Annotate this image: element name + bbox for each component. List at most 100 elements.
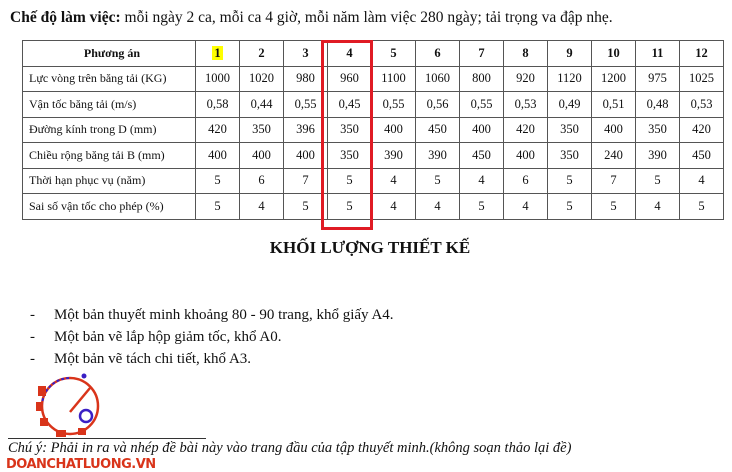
table-cell: 400 [503,142,548,169]
table-cell: 1025 [679,65,724,92]
table-cell: 0,56 [415,91,460,118]
footnote-divider [8,438,206,439]
table-cell: 350 [239,116,284,143]
table-row: Vận tốc băng tải (m/s) 0,58 0,44 0,55 0,45 0,… [22,91,724,118]
table-cell: 4 [679,167,724,194]
list-item-text: Một bản vẽ tách chi tiết, khổ A3. [54,351,252,367]
table-cell: 400 [591,116,636,143]
table-cell: 4 [503,193,548,220]
option-header-9: 9 [547,40,592,67]
table-cell: 420 [503,116,548,143]
option-number: 11 [651,45,664,60]
row-label: Sai số vận tốc cho phép (%) [22,193,196,220]
table-cell: 6 [503,167,548,194]
table-cell: 400 [459,116,504,143]
table-cell: 0,53 [503,91,548,118]
table-cell: 396 [283,116,328,143]
table-cell: 4 [371,167,416,194]
option-header-12: 12 [679,40,724,67]
row-label: Vận tốc băng tải (m/s) [22,91,196,118]
list-item-text: Một bản vẽ lắp hộp giảm tốc, khổ A0. [54,329,282,345]
gear-logo-icon [36,373,100,437]
table-cell: 1100 [371,65,416,92]
table-cell: 4 [239,193,284,220]
table-cell: 5 [327,193,372,220]
deliverables-list: - Một bản thuyết minh khoảng 80 - 90 tran… [30,307,394,373]
bullet: - [30,307,35,323]
bullet: - [30,329,35,345]
selected-option-highlight [321,40,373,230]
option-header-11: 11 [635,40,680,67]
table-cell: 7 [591,167,636,194]
table-cell: 0,49 [547,91,592,118]
table-cell: 1200 [591,65,636,92]
table-cell: 0,45 [327,91,372,118]
table-cell: 350 [635,116,680,143]
table-header-row: Phương án 1 2 3 4 5 6 7 8 9 10 11 12 [22,40,724,67]
table-cell: 0,58 [195,91,240,118]
table-cell: 960 [327,65,372,92]
table-cell: 1060 [415,65,460,92]
option-number: 3 [302,45,309,60]
table-cell: 420 [679,116,724,143]
table-cell: 240 [591,142,636,169]
table-cell: 390 [635,142,680,169]
section-title: KHỐI LƯỢNG THIẾT KẾ [269,238,471,257]
table-row: Đường kính trong D (mm) 420 350 396 350 400 45… [22,116,724,143]
table-cell: 975 [635,65,680,92]
working-mode-text: Chế độ làm việc: mỗi ngày 2 ca, mỗi ca 4… [10,9,613,27]
table-cell: 400 [371,116,416,143]
table-cell: 0,55 [371,91,416,118]
table-cell: 4 [635,193,680,220]
table-cell: 350 [327,116,372,143]
option-number: 7 [478,45,485,60]
option-number: 9 [566,45,573,60]
table-cell: 6 [239,167,284,194]
table-cell: 420 [195,116,240,143]
table-cell: 0,53 [679,91,724,118]
table-cell: 350 [547,142,592,169]
row-label: Đường kính trong D (mm) [22,116,196,143]
table-cell: 0,44 [239,91,284,118]
table-row: Thời hạn phục vụ (năm) 5 6 7 5 4 5 4 6 5 7 5 4 [22,167,724,194]
table-cell: 5 [327,167,372,194]
table-cell: 5 [415,167,460,194]
table-cell: 0,48 [635,91,680,118]
table-cell: 4 [459,167,504,194]
row-label: Lực vòng trên băng tải (KG) [22,65,196,92]
option-header-2: 2 [239,40,284,67]
footnote: Chú ý: Phải in ra và nhép đề bài này vào… [8,440,572,456]
row-label: Chiều rộng băng tải B (mm) [22,142,196,169]
option-header-10: 10 [591,40,636,67]
table-cell: 5 [547,167,592,194]
option-number: 1 [212,45,223,60]
table-cell: 1120 [547,65,592,92]
list-item: - Một bản vẽ tách chi tiết, khổ A3. [30,351,394,373]
table-cell: 5 [195,167,240,194]
table-cell: 5 [195,193,240,220]
table-cell: 5 [283,193,328,220]
table-cell: 920 [503,65,548,92]
working-mode-value: mỗi ngày 2 ca, mỗi ca 4 giờ, mỗi năm làm… [120,9,613,26]
bullet: - [30,351,35,367]
table-cell: 450 [679,142,724,169]
table-cell: 5 [635,167,680,194]
table-row: Chiều rộng băng tải B (mm) 400 400 400 350 39… [22,142,724,169]
table-cell: 5 [591,193,636,220]
table-cell: 5 [547,193,592,220]
table-row: Sai số vận tốc cho phép (%) 5 4 5 5 4 4 5 4 5 5 4 5 [22,193,724,220]
option-number: 2 [258,45,265,60]
option-number: 4 [346,45,353,60]
option-header-3: 3 [283,40,328,67]
row-label: Thời hạn phục vụ (năm) [22,167,196,194]
table-cell: 5 [679,193,724,220]
table-cell: 7 [283,167,328,194]
table-cell: 800 [459,65,504,92]
table-cell: 400 [239,142,284,169]
option-number: 8 [522,45,529,60]
table-cell: 450 [415,116,460,143]
options-table: Phương án 1 2 3 4 5 6 7 8 9 10 11 12 Lực vòng trên bă… [22,40,724,220]
option-header-7: 7 [459,40,504,67]
table-cell: 0,55 [459,91,504,118]
option-number: 5 [390,45,397,60]
